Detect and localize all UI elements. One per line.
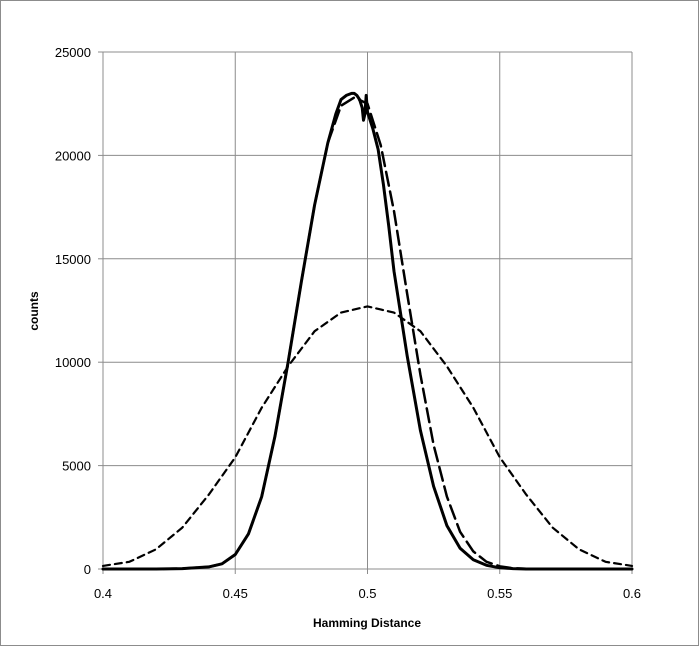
- y-tick-label: 20000: [55, 148, 91, 163]
- axes: [98, 51, 633, 574]
- y-tick-label: 25000: [55, 45, 91, 60]
- x-tick-label: 0.5: [358, 586, 376, 601]
- y-tick-label: 0: [84, 562, 91, 577]
- series-lines: [101, 91, 634, 571]
- x-axis-label: Hamming Distance: [313, 616, 421, 630]
- y-tick-label: 10000: [55, 355, 91, 370]
- y-tick-label: 5000: [62, 459, 91, 474]
- x-tick-label: 0.4: [94, 586, 112, 601]
- x-tick-label: 0.55: [487, 586, 512, 601]
- x-tick-label: 0.45: [223, 586, 248, 601]
- grid-lines: [103, 51, 633, 569]
- x-tick-label: 0.6: [623, 586, 641, 601]
- y-tick-label: 15000: [55, 252, 91, 267]
- y-axis-label: counts: [27, 291, 41, 331]
- series-line-short-dash: [101, 305, 634, 568]
- y-tick-labels: 0 5000 10000 15000 20000 25000: [55, 45, 91, 577]
- x-tick-labels: 0.4 0.45 0.5 0.55 0.6: [94, 586, 641, 601]
- series-line-long-dash: [101, 96, 634, 571]
